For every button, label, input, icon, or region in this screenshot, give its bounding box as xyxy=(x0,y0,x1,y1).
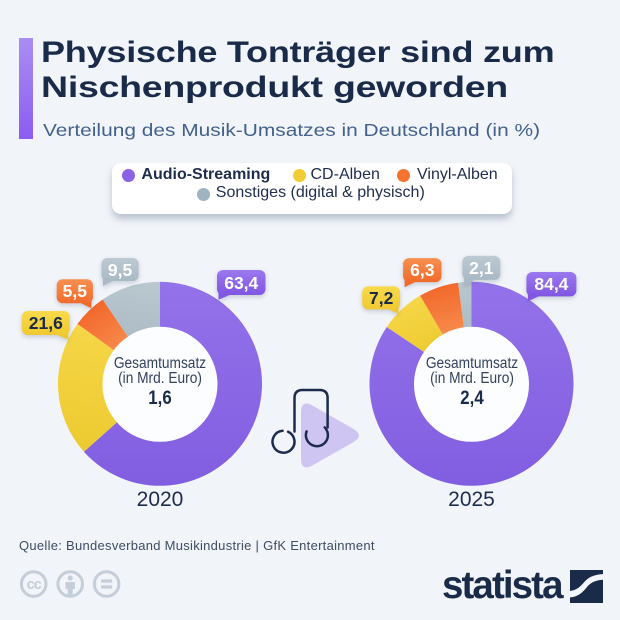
svg-text:cc: cc xyxy=(27,577,42,593)
